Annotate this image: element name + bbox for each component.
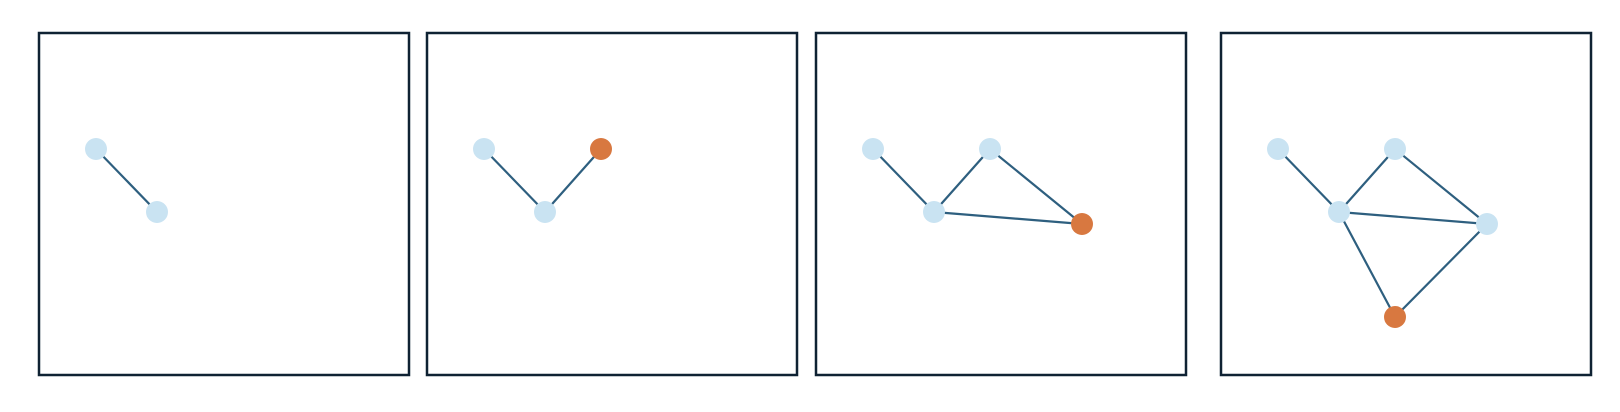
edge-b-c — [543, 147, 603, 214]
edge-a-b — [94, 147, 159, 214]
edge-d-e — [1393, 222, 1489, 319]
node-b — [534, 201, 556, 223]
node-d — [1476, 213, 1498, 235]
edge-b-d — [932, 210, 1084, 226]
node-c — [1384, 138, 1406, 160]
new-node-e — [1384, 306, 1406, 328]
graph-panel-4 — [1219, 31, 1593, 377]
edge-c-d — [988, 147, 1084, 226]
node-a — [85, 138, 107, 160]
edge-b-e — [1337, 210, 1397, 319]
node-a — [1267, 138, 1289, 160]
edge-a-b — [871, 147, 936, 214]
edge-a-b — [1276, 147, 1341, 214]
edge-c-d — [1393, 147, 1489, 226]
panel-frame — [1219, 31, 1593, 377]
node-a — [473, 138, 495, 160]
edge-b-d — [1337, 210, 1489, 226]
panel-frame — [814, 31, 1188, 377]
graph-panel-2 — [425, 31, 799, 377]
node-a — [862, 138, 884, 160]
edge-b-c — [1337, 147, 1397, 214]
graph-panel-3 — [814, 31, 1188, 377]
node-b — [923, 201, 945, 223]
node-c — [979, 138, 1001, 160]
new-node-d — [1071, 213, 1093, 235]
edge-b-c — [932, 147, 992, 214]
panel-frame — [37, 31, 411, 377]
edge-a-b — [482, 147, 547, 214]
node-b — [1328, 201, 1350, 223]
graph-panel-1 — [37, 31, 411, 377]
node-b — [146, 201, 168, 223]
new-node-c — [590, 138, 612, 160]
panel-frame — [425, 31, 799, 377]
